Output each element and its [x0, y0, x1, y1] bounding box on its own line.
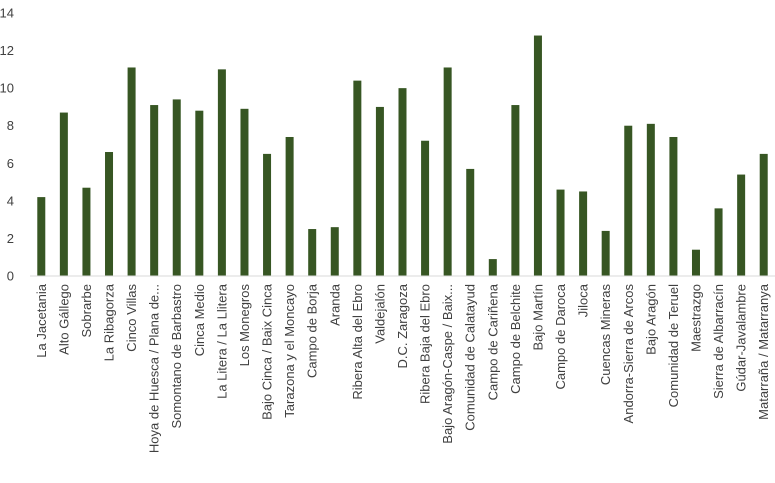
x-category-label: Bajo Cinca / Baix Cinca — [260, 283, 275, 420]
bar — [172, 99, 181, 276]
x-category-label: Hoya de Huesca / Plana de... — [147, 284, 162, 453]
x-category-label: Comunidad de Teruel — [666, 284, 681, 407]
bar — [105, 152, 114, 276]
bar — [624, 125, 633, 277]
bar — [466, 168, 475, 276]
bar — [556, 189, 565, 276]
x-category-label: D.C. Zaragoza — [395, 283, 410, 368]
x-category-label: Campo de Cariñena — [485, 283, 500, 400]
bar — [195, 110, 204, 276]
y-tick-label: 8 — [7, 118, 14, 133]
x-category-label: Comunidad de Calatayud — [463, 284, 478, 431]
bar — [82, 187, 91, 276]
x-category-label: Campo de Daroca — [553, 283, 568, 389]
bar — [646, 123, 655, 276]
y-tick-label: 4 — [7, 193, 14, 208]
bar — [443, 67, 452, 276]
x-category-label: Jiloca — [576, 283, 591, 317]
bar — [421, 140, 430, 276]
x-category-label: Cinco Villas — [124, 284, 139, 352]
x-category-label: Bajo Aragón-Caspe / Baix... — [440, 284, 455, 444]
x-category-label: Campo de Borja — [305, 283, 320, 378]
y-axis: 0 2 4 6 8 10 12 14 — [0, 6, 14, 284]
x-category-label: Campo de Belchite — [508, 284, 523, 394]
bar — [330, 227, 339, 276]
bar — [714, 208, 723, 276]
y-tick-label: 2 — [7, 231, 14, 246]
bar — [240, 108, 249, 276]
bar — [533, 35, 542, 276]
x-category-label: La Jacetania — [34, 283, 49, 357]
x-category-label: Ribera Baja del Ebro — [418, 284, 433, 404]
bar — [691, 249, 700, 276]
x-category-label: Somontano de Barbastro — [169, 284, 184, 429]
x-category-label: Sierra de Albarracín — [711, 284, 726, 399]
x-category-label: Bajo Aragón — [643, 284, 658, 355]
bar — [353, 80, 362, 276]
bar — [150, 105, 159, 276]
bar — [488, 259, 497, 276]
bar — [59, 112, 68, 276]
bar — [511, 105, 520, 276]
x-category-label: Gúdar-Javalambre — [734, 284, 749, 392]
y-tick-label: 14 — [0, 6, 14, 21]
x-category-label: Bajo Martín — [530, 284, 545, 350]
y-tick-label: 12 — [0, 43, 14, 58]
bar — [127, 67, 136, 276]
bar — [375, 106, 384, 277]
x-category-label: Cuencas Mineras — [598, 284, 613, 386]
bar — [759, 153, 768, 276]
x-category-label: Sobrarbe — [79, 284, 94, 337]
x-category-label: Ribera Alta del Ebro — [350, 284, 365, 400]
y-tick-label: 10 — [0, 81, 14, 96]
bar — [217, 69, 226, 276]
bar — [37, 197, 46, 276]
x-category-label: Valdejalón — [372, 284, 387, 344]
bars — [37, 35, 768, 277]
bar — [579, 191, 588, 276]
bar — [285, 136, 294, 276]
x-category-label: Aranda — [327, 283, 342, 326]
bar — [601, 230, 610, 276]
bar — [263, 153, 272, 276]
x-category-label: La Litera / La Llitera — [214, 283, 229, 399]
bar — [308, 229, 317, 276]
bar — [737, 174, 746, 276]
x-category-label: Maestrazgo — [688, 284, 703, 352]
bar — [398, 88, 407, 276]
x-category-label: Los Monegros — [237, 284, 252, 367]
x-category-label: Alto Gállego — [56, 284, 71, 355]
y-tick-label: 6 — [7, 156, 14, 171]
x-category-label: Tarazona y el Moncayo — [282, 284, 297, 418]
bar — [669, 136, 678, 276]
x-category-label: Matarraña / Matarranya — [756, 283, 771, 420]
x-axis-labels: La Jacetania Alto Gállego Sobrarbe La Ribag… — [34, 283, 771, 453]
y-tick-label: 0 — [7, 269, 14, 284]
x-category-label: Andorra-Sierra de Arcos — [621, 284, 636, 424]
x-category-label: La Ribagorza — [102, 283, 117, 361]
x-category-label: Cinca Medio — [192, 284, 207, 356]
